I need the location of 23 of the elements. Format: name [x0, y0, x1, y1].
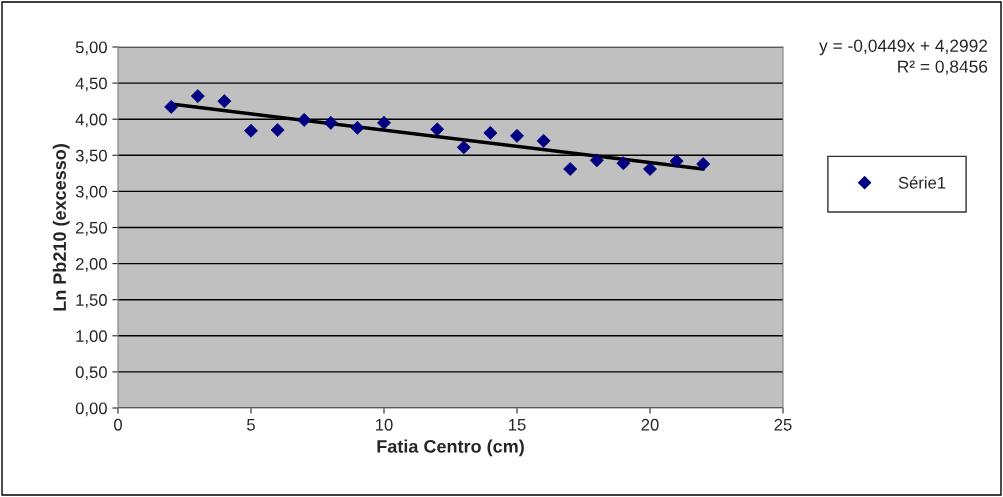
- y-tick-label: 3,50: [75, 149, 107, 164]
- y-tick-label: 4,50: [75, 77, 107, 92]
- x-tick-label: 5: [247, 419, 255, 431]
- y-tick-label: 1,50: [76, 294, 107, 308]
- x-tick-label: 10: [376, 418, 393, 431]
- point: [483, 125, 498, 140]
- x-tick-label: 20: [641, 418, 659, 431]
- legend-label: Série1: [898, 176, 946, 189]
- y-tick-label: 3,00: [75, 185, 107, 200]
- y-tick-label: 2,00: [75, 258, 107, 272]
- y-tick-label: 0,00: [75, 402, 107, 417]
- y-axis-title: Ln Pb210 (excesso): [52, 144, 70, 311]
- x-tick-label: 0: [114, 418, 122, 431]
- y-tick-label: 2,50: [75, 221, 107, 236]
- text: R² = 0,8456: [898, 60, 988, 75]
- y-tick-label: 5,00: [75, 41, 107, 56]
- y-tick-label: 1,00: [76, 330, 107, 344]
- x-axis-title: Fatia Centro (cm): [377, 439, 524, 457]
- y-tick-label: 4,00: [75, 113, 107, 128]
- x-tick-label: 15: [509, 419, 526, 431]
- text: y = -0,0449x + 4,2992: [819, 39, 988, 56]
- y-tick-label: 0,50: [75, 366, 107, 381]
- x-tick-label: 25: [774, 418, 792, 431]
